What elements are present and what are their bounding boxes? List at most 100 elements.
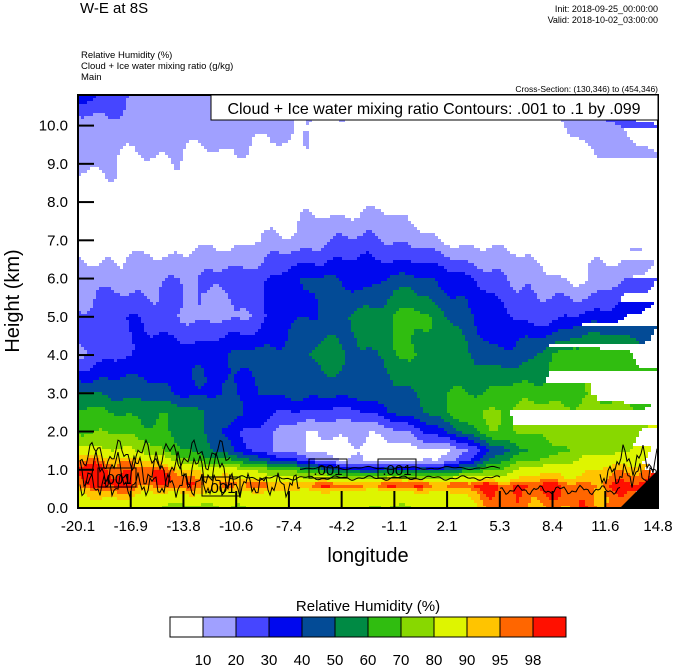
- rh-cell: [162, 281, 180, 284]
- rh-cell: [201, 302, 231, 305]
- rh-cell: [570, 296, 588, 299]
- rh-cell: [273, 413, 378, 416]
- rh-cell: [171, 434, 207, 437]
- rh-cell: [366, 488, 378, 491]
- contour-label: .001: [382, 462, 411, 479]
- rh-cell: [525, 254, 531, 257]
- rh-cell: [516, 443, 552, 446]
- rh-cell: [642, 248, 648, 251]
- rh-cell: [183, 296, 198, 299]
- rh-cell: [297, 461, 315, 464]
- rh-cell: [444, 464, 459, 467]
- rh-cell: [267, 254, 360, 257]
- rh-cell: [477, 326, 573, 329]
- rh-cell: [519, 497, 531, 500]
- rh-cell: [249, 317, 264, 320]
- rh-cell: [537, 296, 552, 299]
- rh-cell: [174, 470, 201, 473]
- rh-cell: [339, 278, 387, 281]
- rh-cell: [177, 443, 210, 446]
- rh-cell: [267, 464, 297, 467]
- rh-cell: [243, 413, 273, 416]
- rh-cell: [600, 257, 624, 260]
- rh-cell: [501, 422, 513, 425]
- rh-cell: [234, 449, 252, 452]
- rh-cell: [78, 320, 129, 323]
- rh-cell: [174, 335, 225, 338]
- rh-cell: [123, 263, 261, 266]
- rh-cell: [144, 452, 171, 455]
- rh-cell: [423, 479, 477, 482]
- rh-cell: [159, 152, 165, 155]
- rh-cell: [468, 344, 498, 347]
- rh-cell: [105, 176, 117, 179]
- rh-cell: [252, 140, 270, 143]
- rh-cell: [327, 260, 381, 263]
- rh-cell: [453, 416, 483, 419]
- rh-cell: [351, 323, 393, 326]
- rh-cell: [399, 272, 405, 275]
- rh-cell: [369, 434, 381, 437]
- rh-cell: [168, 416, 204, 419]
- rh-cell: [570, 134, 627, 137]
- colorbar-swatch: [202, 616, 237, 638]
- rh-cell: [357, 308, 399, 311]
- rh-cell: [315, 296, 390, 299]
- rh-cell: [300, 218, 351, 221]
- rh-cell: [333, 236, 348, 239]
- rh-cell: [321, 341, 339, 344]
- rh-cell: [78, 425, 144, 428]
- rh-cell: [483, 338, 519, 341]
- rh-cell: [399, 356, 414, 359]
- rh-cell: [297, 317, 309, 320]
- rh-cell: [78, 407, 87, 410]
- x-tick-label: 5.3: [489, 518, 510, 535]
- rh-cell: [351, 314, 393, 317]
- rh-cell: [264, 308, 318, 311]
- rh-cell: [291, 410, 300, 413]
- rh-cell: [384, 416, 414, 419]
- rh-cell: [615, 305, 651, 308]
- rh-cell: [498, 428, 513, 431]
- rh-cell: [363, 287, 399, 290]
- rh-cell: [558, 497, 594, 500]
- rh-cell: [168, 413, 204, 416]
- rh-cell: [423, 485, 432, 488]
- rh-cell: [252, 143, 276, 146]
- rh-cell: [459, 461, 474, 464]
- rh-cell: [78, 290, 96, 293]
- rh-cell: [78, 380, 81, 383]
- rh-cell: [393, 338, 411, 341]
- rh-cell: [78, 209, 303, 212]
- rh-cell: [117, 158, 144, 161]
- rh-cell: [192, 371, 204, 374]
- rh-cell: [198, 275, 270, 278]
- rh-cell: [141, 290, 159, 293]
- rh-cell: [582, 299, 621, 302]
- rh-cell: [576, 482, 591, 485]
- rh-cell: [105, 173, 117, 176]
- rh-cell: [330, 215, 345, 218]
- rh-cell: [264, 311, 318, 314]
- rh-cell: [183, 293, 198, 296]
- rh-cell: [135, 149, 183, 152]
- colorbar-swatch: [301, 616, 336, 638]
- rh-cell: [429, 413, 450, 416]
- rh-cell: [468, 260, 537, 263]
- rh-cell: [264, 296, 315, 299]
- rh-cell: [141, 422, 156, 425]
- contour-label: .001: [206, 480, 235, 497]
- rh-cell: [123, 113, 294, 116]
- rh-cell: [567, 278, 588, 281]
- rh-cell: [516, 494, 522, 497]
- colorbar-label: 30: [261, 652, 278, 667]
- rh-cell: [228, 425, 261, 428]
- rh-cell: [96, 362, 228, 365]
- rh-cell: [240, 395, 285, 398]
- rh-cell: [414, 425, 438, 428]
- rh-cell: [294, 320, 351, 323]
- rh-cell: [186, 143, 201, 146]
- rh-cell: [309, 488, 366, 491]
- rh-cell: [375, 257, 450, 260]
- rh-cell: [501, 410, 510, 413]
